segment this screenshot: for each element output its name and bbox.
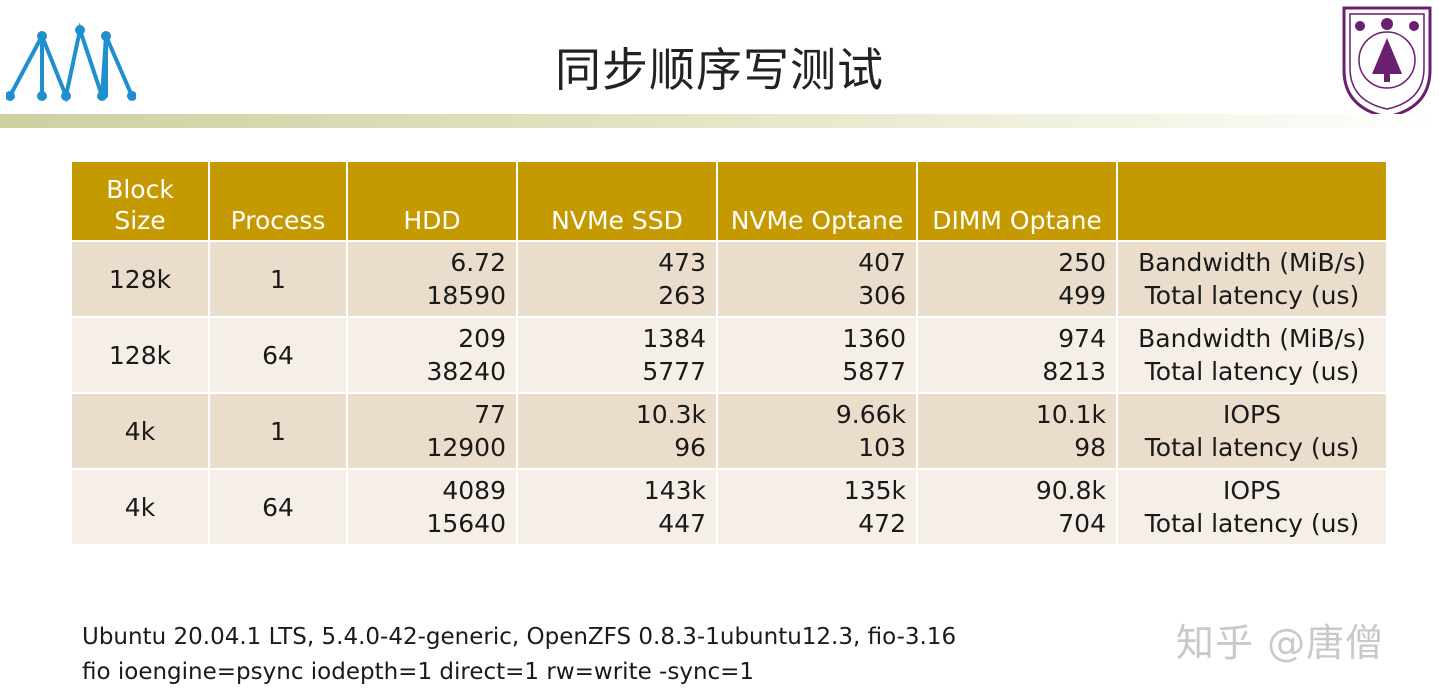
cell-process: 1 (210, 242, 346, 316)
header-process: Process (210, 162, 346, 240)
cell-process: 1 (210, 394, 346, 468)
header-dimm-optane: DIMM Optane (918, 162, 1116, 240)
university-seal-icon (1342, 6, 1432, 119)
cell-metric: Bandwidth (MiB/s) Total latency (us) (1118, 318, 1386, 392)
header-nvme-ssd: NVMe SSD (518, 162, 716, 240)
cell-dimm-optane: 250 499 (918, 242, 1116, 316)
slide-title: 同步顺序写测试 (555, 43, 884, 97)
cell-process: 64 (210, 470, 346, 544)
cell-metric: Bandwidth (MiB/s) Total latency (us) (1118, 242, 1386, 316)
network-logo-icon (6, 22, 136, 103)
cell-nvme-ssd: 143k 447 (518, 470, 716, 544)
table-row: 4k 1 77 12900 10.3k 96 9.66k 103 10.1k 98 IO… (72, 394, 1386, 468)
cell-nvme-optane: 9.66k 103 (718, 394, 916, 468)
cell-block-size: 4k (72, 394, 208, 468)
table-header-row: Block Size Process HDD NVMe SSD NVMe Opt… (72, 162, 1386, 240)
cell-metric: IOPS Total latency (us) (1118, 394, 1386, 468)
cell-block-size: 128k (72, 318, 208, 392)
cell-metric: IOPS Total latency (us) (1118, 470, 1386, 544)
cell-nvme-ssd: 1384 5777 (518, 318, 716, 392)
test-environment-notes: Ubuntu 20.04.1 LTS, 5.4.0-42-generic, Op… (82, 620, 956, 690)
cell-block-size: 128k (72, 242, 208, 316)
cell-dimm-optane: 90.8k 704 (918, 470, 1116, 544)
cell-dimm-optane: 974 8213 (918, 318, 1116, 392)
table-row: 128k 64 209 38240 1384 5777 1360 5877 974 82… (72, 318, 1386, 392)
header-metric (1118, 162, 1386, 240)
cell-nvme-ssd: 10.3k 96 (518, 394, 716, 468)
cell-block-size: 4k (72, 470, 208, 544)
table-row: 4k 64 4089 15640 143k 447 135k 472 90.8k 704… (72, 470, 1386, 544)
cell-nvme-ssd: 473 263 (518, 242, 716, 316)
environment-line: Ubuntu 20.04.1 LTS, 5.4.0-42-generic, Op… (82, 624, 957, 650)
table-row: 128k 1 6.72 18590 473 263 407 306 250 499 Ba… (72, 242, 1386, 316)
cell-hdd: 77 12900 (348, 394, 516, 468)
fio-params-line: fio ioengine=psync iodepth=1 direct=1 rw… (82, 659, 755, 685)
cell-nvme-optane: 135k 472 (718, 470, 916, 544)
cell-dimm-optane: 10.1k 98 (918, 394, 1116, 468)
header-block-size: Block Size (72, 162, 208, 240)
cell-process: 64 (210, 318, 346, 392)
zhihu-watermark: 知乎 @唐僧 (1176, 621, 1385, 665)
header-hdd: HDD (348, 162, 516, 240)
title-underline-bar (0, 114, 1439, 128)
results-table: Block Size Process HDD NVMe SSD NVMe Opt… (70, 160, 1388, 546)
cell-nvme-optane: 407 306 (718, 242, 916, 316)
cell-hdd: 6.72 18590 (348, 242, 516, 316)
header-nvme-optane: NVMe Optane (718, 162, 916, 240)
cell-nvme-optane: 1360 5877 (718, 318, 916, 392)
cell-hdd: 4089 15640 (348, 470, 516, 544)
cell-hdd: 209 38240 (348, 318, 516, 392)
